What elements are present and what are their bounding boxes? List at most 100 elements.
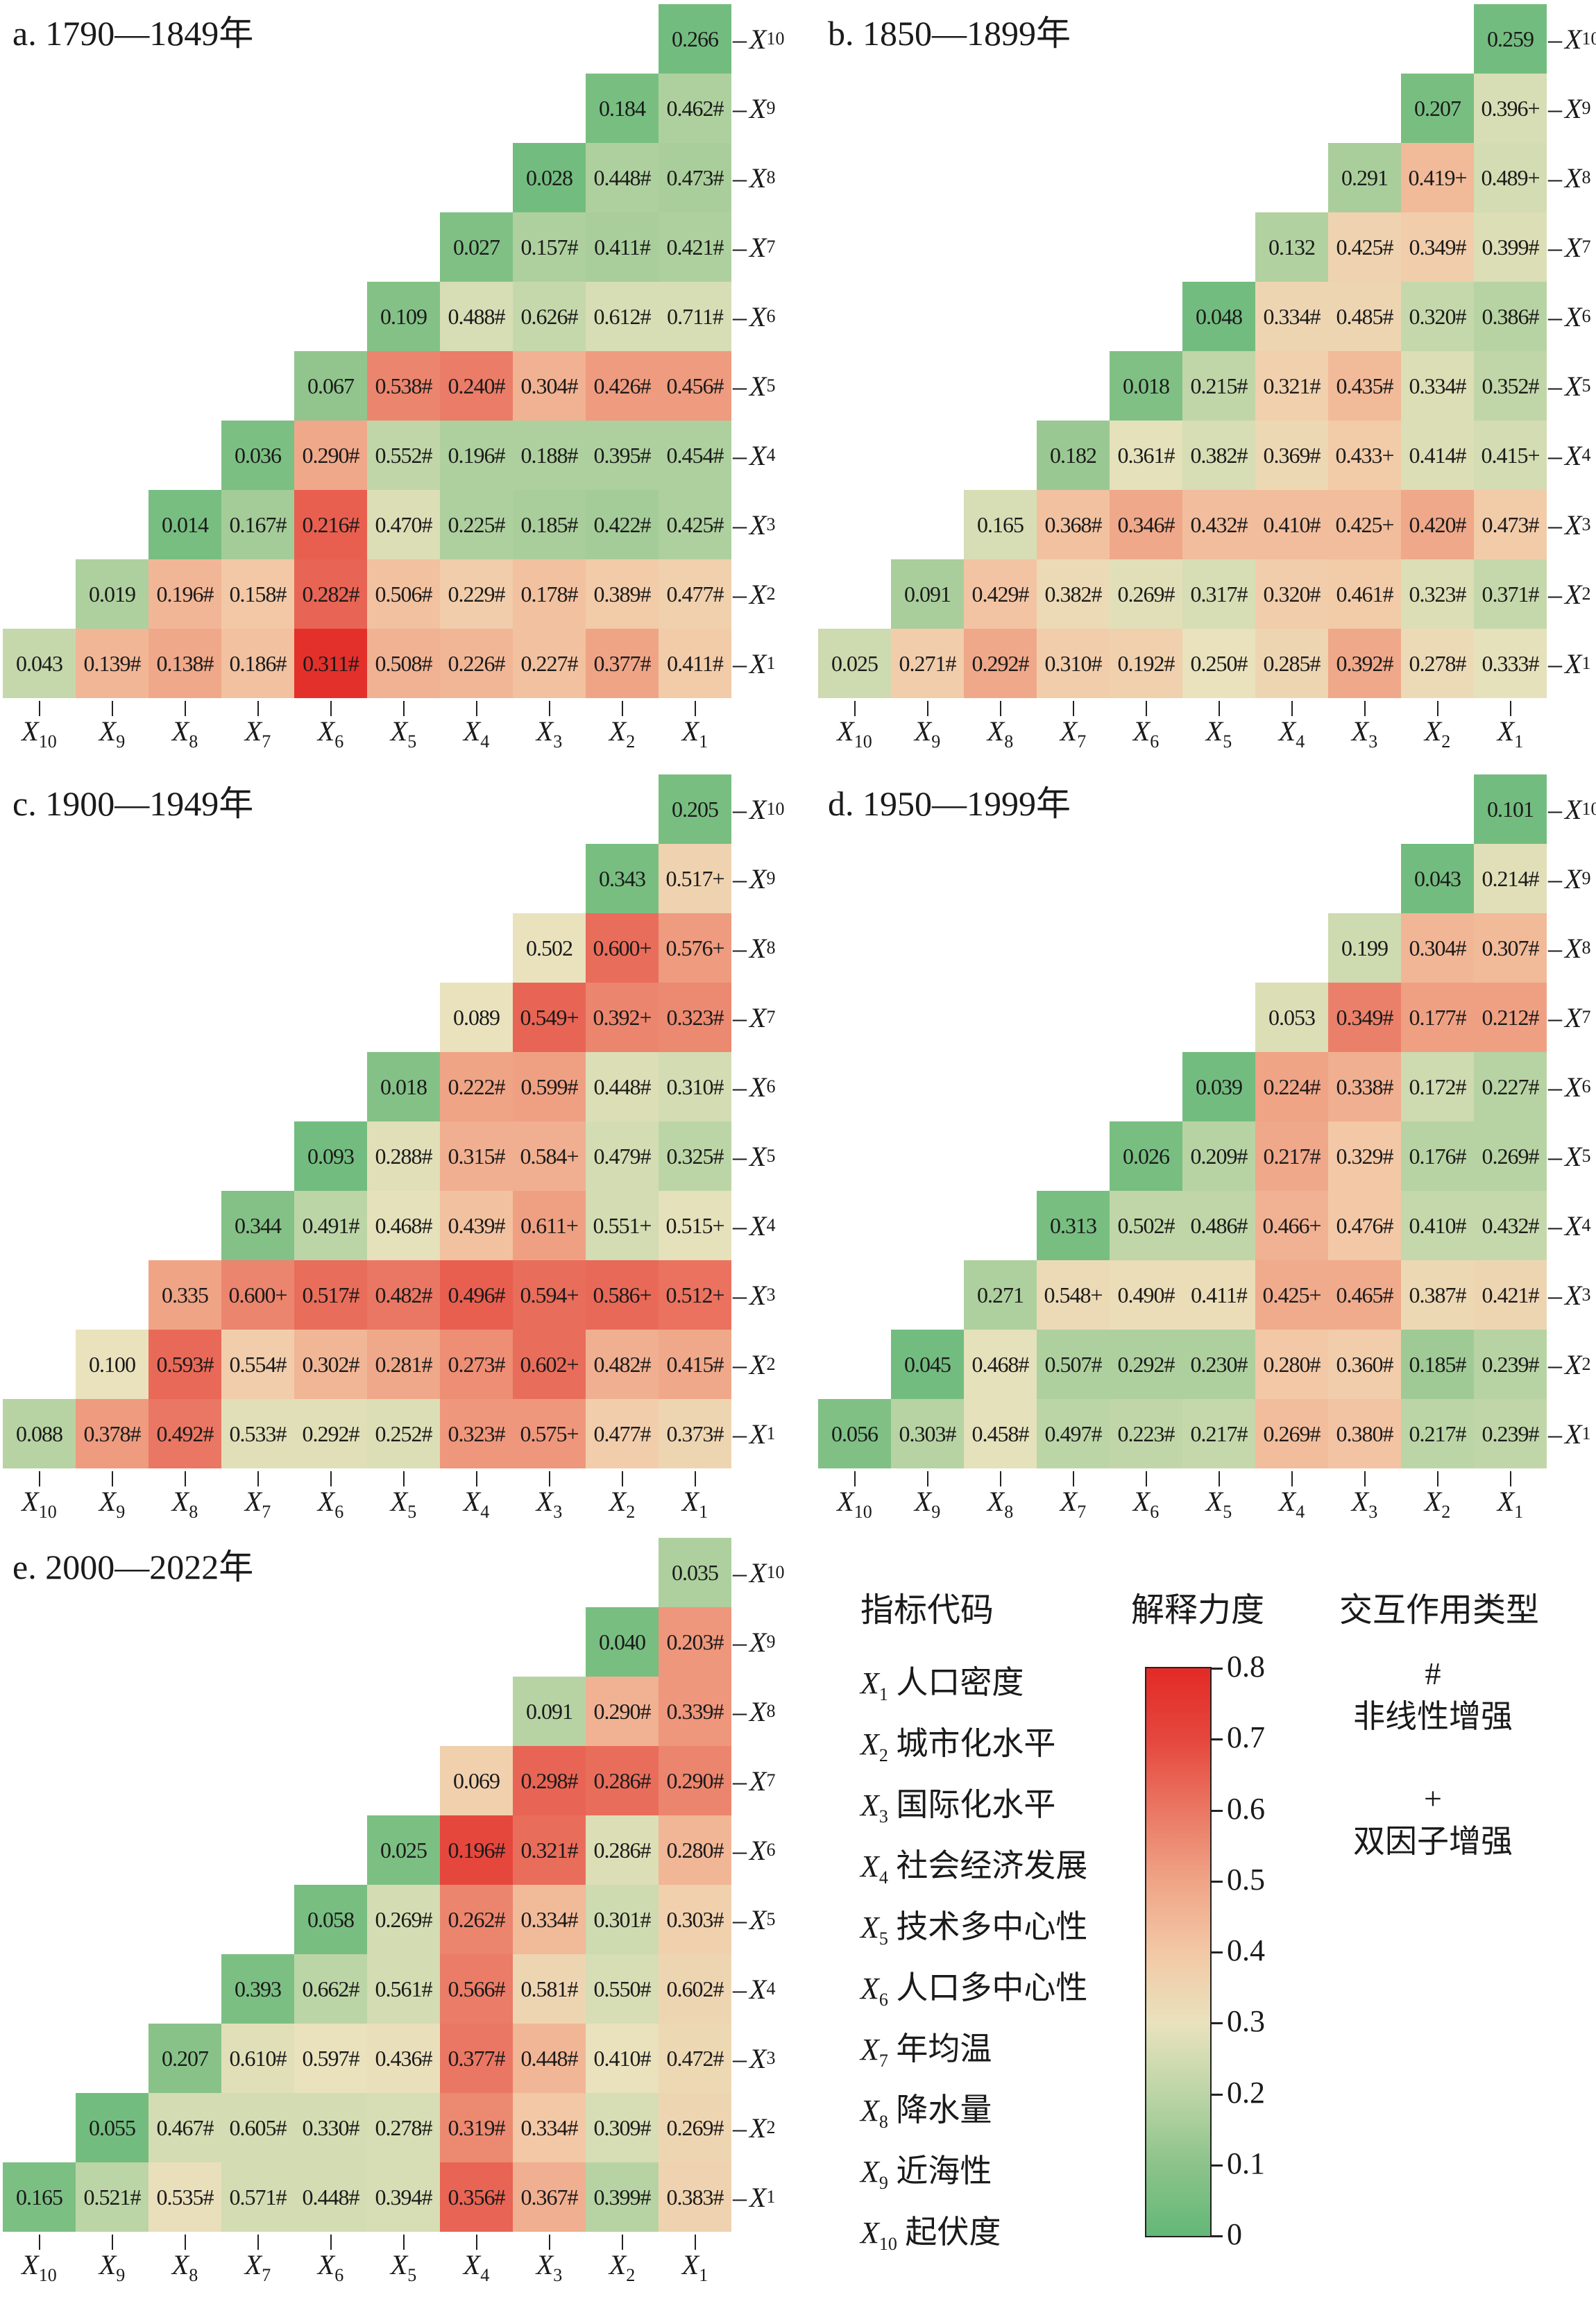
x-tick-mark (475, 701, 477, 716)
heatmap-cell: 0.212# (1474, 983, 1547, 1052)
heatmap-cell: 0.321# (513, 1815, 586, 1885)
heatmap-cell: 0.217# (1182, 1399, 1255, 1468)
heatmap-cell: 0.240# (440, 351, 513, 421)
heatmap-cell: 0.339# (659, 1677, 731, 1746)
heatmap-cell: 0.612# (586, 282, 659, 351)
heatmap-cell: 0.278# (367, 2093, 440, 2162)
y-tick-label: – X 1 (1548, 1418, 1591, 1450)
x-tick-mark (1218, 1471, 1220, 1486)
panel-title: c. 1900—1949年 (12, 784, 254, 823)
heatmap-cell: 0.321# (1255, 351, 1328, 421)
heatmap-cell: 0.025 (818, 629, 891, 698)
heatmap-cell: 0.512+ (659, 1260, 731, 1330)
heatmap-cell: 0.479# (586, 1121, 659, 1191)
heatmap-cell: 0.325# (659, 1121, 731, 1191)
heatmap-cell: 0.172# (1401, 1052, 1474, 1121)
heatmap-cell: 0.584+ (513, 1121, 586, 1191)
heatmap-cell: 0.069 (440, 1746, 513, 1815)
heatmap-cell: 0.205 (659, 774, 731, 844)
heatmap-cell: 0.176# (1401, 1121, 1474, 1191)
x-tick-label: X7 (1060, 1486, 1087, 1522)
heatmap-cell: 0.439# (440, 1191, 513, 1260)
heatmap-cell: 0.535# (148, 2162, 221, 2232)
y-tick-label: – X 7 (733, 231, 776, 263)
heatmap-cell: 0.477# (659, 559, 731, 629)
heatmap-cell: 0.222# (440, 1052, 513, 1121)
legend-code-name: 降水量 (896, 2092, 992, 2128)
heatmap-cell: 0.315# (440, 1121, 513, 1191)
x-tick-label: X9 (914, 1486, 941, 1522)
heatmap-cell: 0.599# (513, 1052, 586, 1121)
legend-code-name: 国际化水平 (896, 1787, 1056, 1822)
legend-code-name: 人口多中心性 (896, 1970, 1088, 2006)
heatmap-cell: 0.415# (659, 1330, 731, 1399)
heatmap-cell: 0.352# (1474, 351, 1547, 421)
x-tick-label: X9 (99, 2249, 126, 2285)
heatmap-cell: 0.461# (1328, 559, 1401, 629)
x-tick-mark (548, 2235, 550, 2250)
heatmap-cell: 0.026 (1110, 1121, 1182, 1191)
heatmap-cell: 0.411# (659, 629, 731, 698)
heatmap-cell: 0.377# (586, 629, 659, 698)
heatmap-cell: 0.458# (964, 1399, 1037, 1468)
x-tick-label: X8 (171, 715, 198, 752)
heatmap-cell: 0.290# (586, 1677, 659, 1746)
heatmap-cell: 0.334# (1401, 351, 1474, 421)
heatmap-cell: 0.269# (1474, 1121, 1547, 1191)
x-tick-mark (621, 2235, 623, 2250)
heatmap-cell: 0.035 (659, 1538, 731, 1607)
x-tick-mark (330, 2235, 332, 2250)
heatmap-cell: 0.067 (294, 351, 367, 421)
heatmap-cell: 0.196# (440, 1815, 513, 1885)
heatmap-cell: 0.282# (294, 559, 367, 629)
heatmap-cell: 0.419+ (1401, 143, 1474, 212)
heatmap-cell: 0.259 (1474, 4, 1547, 74)
heatmap-cell: 0.018 (1110, 351, 1182, 421)
colorbar-tick (1210, 2022, 1223, 2025)
heatmap-cell: 0.250# (1182, 629, 1255, 698)
panel-e: e. 2000—2022年 0.035– X 10 0.040 0.203# – X 9 0.09… (0, 1534, 798, 2297)
x-tick-label: X3 (1351, 715, 1378, 752)
heatmap-cell: 0.575+ (513, 1399, 586, 1468)
x-tick-mark (1291, 1471, 1293, 1486)
y-tick-label: – X 10 (1548, 793, 1596, 825)
y-tick-label: – X 4 (733, 1210, 776, 1241)
heatmap-cell: 0.319# (440, 2093, 513, 2162)
x-tick-mark (621, 1471, 623, 1486)
heatmap-cell: 0.467# (148, 2093, 221, 2162)
heatmap-cell: 0.426# (586, 351, 659, 421)
heatmap-cell: 0.476# (1328, 1191, 1401, 1260)
x-tick-label: X1 (681, 715, 708, 752)
heatmap-cell: 0.323# (440, 1399, 513, 1468)
heatmap-cell: 0.203# (659, 1607, 731, 1677)
x-tick-mark (257, 2235, 259, 2250)
y-tick-label: – X 3 (1548, 509, 1591, 541)
heatmap-cell: 0.425# (1328, 212, 1401, 282)
y-tick-label: – X 6 (733, 1834, 776, 1866)
x-tick-mark (38, 1471, 40, 1486)
y-tick-label: – X 6 (733, 1071, 776, 1103)
heatmap-cell: 0.226# (440, 629, 513, 698)
legend-codes-title: 指标代码 (860, 1592, 994, 1629)
heatmap-cell: 0.611+ (513, 1191, 586, 1260)
heatmap-cell: 0.382# (1182, 421, 1255, 490)
x-tick-mark (1072, 1471, 1074, 1486)
heatmap-cell: 0.356# (440, 2162, 513, 2232)
legend-code-item: X2 城市化水平 (860, 1726, 1056, 1765)
heatmap-cell: 0.548+ (1037, 1260, 1110, 1330)
heatmap-cell: 0.456# (659, 351, 731, 421)
heatmap-cell: 0.488# (440, 282, 513, 351)
panel-d: d. 1950—1999年 0.101– X 10 0.043 0.214# – X 9 0.19… (815, 770, 1596, 1534)
x-tick-label: X7 (244, 715, 271, 752)
x-tick-mark (1218, 701, 1220, 716)
heatmap-cell: 0.468# (964, 1330, 1037, 1399)
x-tick-label: X6 (317, 2249, 344, 2285)
heatmap-cell: 0.502 (513, 913, 586, 983)
heatmap-cell: 0.290# (659, 1746, 731, 1815)
heatmap-cell: 0.371# (1474, 559, 1547, 629)
colorbar-tick (1210, 1880, 1223, 1883)
x-tick-label: X4 (463, 715, 490, 752)
heatmap-cell: 0.335 (148, 1260, 221, 1330)
heatmap-cell: 0.382# (1037, 559, 1110, 629)
y-tick-label: – X 5 (733, 370, 776, 402)
